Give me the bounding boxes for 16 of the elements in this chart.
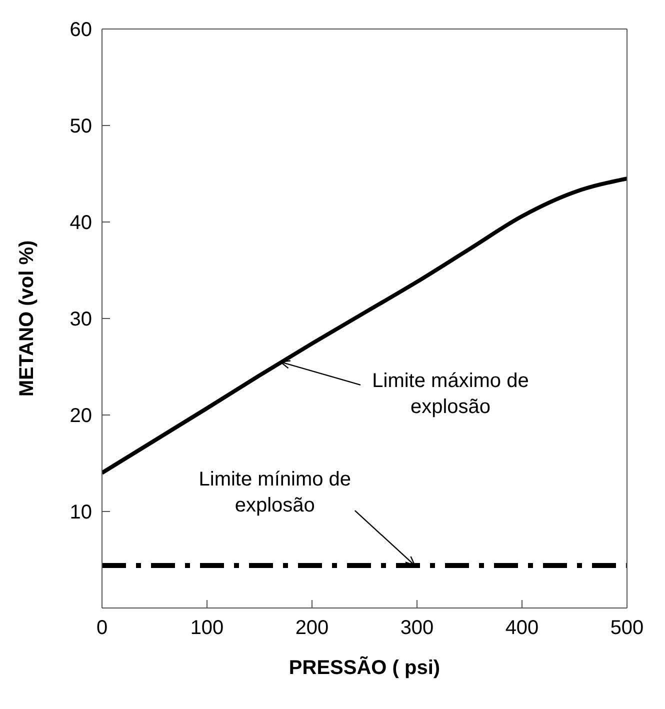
x-axis-title: PRESSÃO ( psi) bbox=[288, 656, 440, 679]
x-tick-label: 500 bbox=[610, 617, 644, 640]
y-tick-label: 10 bbox=[70, 502, 92, 524]
annotation: Limite máximo de explosão bbox=[372, 370, 529, 418]
x-tick-label: 200 bbox=[295, 617, 329, 640]
x-tick-label: 100 bbox=[190, 617, 224, 640]
y-tick-label: 40 bbox=[70, 212, 92, 234]
x-tick-label: 300 bbox=[400, 617, 434, 640]
x-tick-label: 0 bbox=[96, 617, 108, 640]
y-tick-label: 20 bbox=[70, 405, 92, 428]
annotation: Limite mínimo de explosão bbox=[198, 468, 352, 517]
y-axis-title: METANO (vol %) bbox=[16, 240, 38, 397]
y-tick-label: 60 bbox=[70, 19, 92, 42]
y-tick-label: 50 bbox=[70, 116, 92, 138]
y-tick-label: 30 bbox=[70, 308, 92, 331]
x-tick-label: 400 bbox=[505, 617, 539, 640]
